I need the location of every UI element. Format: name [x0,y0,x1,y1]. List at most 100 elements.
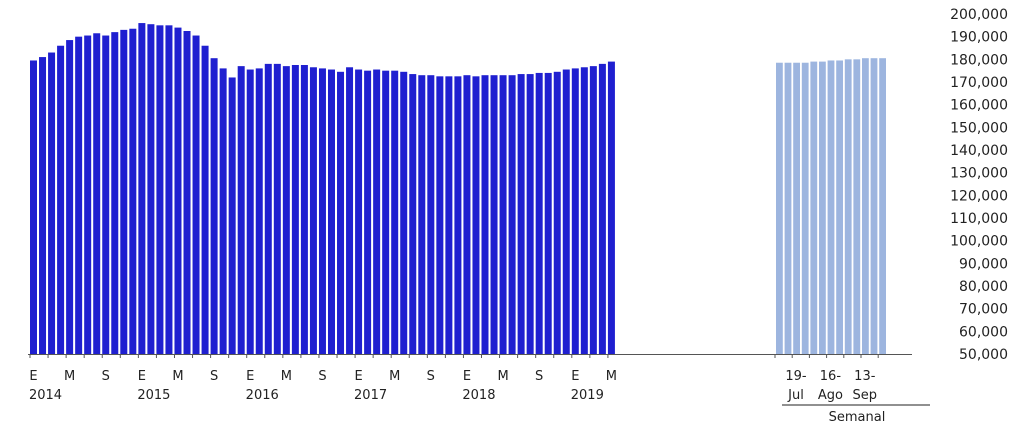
x-tick-label-year: 2014 [29,388,62,403]
bar-weekly [810,61,818,354]
bar-monthly [571,68,579,355]
bar-weekly [776,62,783,354]
bar-monthly [346,67,354,355]
y-tick-label: 160,000 [950,98,1008,114]
x-tick-label-year: 2017 [354,388,387,403]
bar-monthly [255,68,263,355]
bar-monthly [544,72,552,355]
weekly-tick-label-month: Ago [818,388,843,403]
weekly-tick-label-date: 16- [820,369,842,384]
bar-monthly [598,63,606,355]
bar-monthly [436,76,444,354]
x-tick-label-month: E [29,369,37,384]
bar-monthly [84,35,92,354]
y-tick-label: 80,000 [959,279,1008,295]
bar-weekly [801,62,809,354]
bar-weekly [827,60,835,354]
bar-monthly [102,35,110,354]
weekly-tick-label-date: 13- [854,369,876,384]
bar-monthly [454,76,462,354]
bar-monthly [57,45,65,354]
bar-monthly [409,74,417,354]
bar-monthly [580,67,588,355]
x-tick-label-month: E [246,369,254,384]
bar-monthly [445,76,453,354]
y-tick-label: 150,000 [950,120,1008,136]
weekly-tick-label-date: 19- [785,369,807,384]
bar-weekly [879,58,886,354]
x-tick-label-month: S [427,369,435,384]
y-tick-labels: 50,000 60,000 70,000 80,000 90,000 100,000 110… [950,7,1008,363]
y-tick-label: 120,000 [950,188,1008,204]
bar-monthly [337,71,345,355]
bar-monthly [219,68,227,355]
bar-monthly [75,36,83,355]
bar-monthly [273,63,281,355]
bar-monthly [535,72,543,355]
bar-monthly [589,66,597,354]
bar-monthly [364,70,372,355]
y-tick-label: 110,000 [950,211,1008,227]
bar-monthly [210,58,218,354]
x-tick-label-month: M [606,369,617,384]
y-tick-label: 140,000 [950,143,1008,159]
y-tick-label: 50,000 [959,347,1008,363]
bar-weekly [836,60,843,354]
bar-monthly [427,75,435,354]
x-axis [28,354,930,406]
x-tick-label-year: 2019 [571,388,604,403]
bar-monthly [129,28,137,354]
bar-monthly [472,76,480,354]
weekly-tick-label-month: Sep [853,388,878,403]
bar-monthly [355,69,363,354]
x-tick-label-month: E [138,369,146,384]
bar-monthly [282,66,290,354]
bar-monthly [291,65,299,354]
bar-monthly [48,52,56,354]
bar-monthly [93,33,101,355]
bar-weekly [793,62,800,354]
weekly-group-label: Semanal [829,410,886,423]
bar-monthly [228,77,236,354]
bar-monthly [165,25,173,355]
bar-monthly [201,45,209,354]
bar-monthly [400,71,408,355]
bar-monthly [147,24,155,354]
bar-monthly [463,75,471,354]
bar-weekly [870,58,878,354]
bar-monthly [526,74,534,354]
x-tick-label-month: M [64,369,75,384]
bar-monthly [156,25,164,355]
bar-monthly [382,70,390,355]
weekly-tick-label-month: Jul [787,388,804,403]
x-tick-label-month: E [571,369,579,384]
x-tick-label-year: 2018 [462,388,495,403]
bar-monthly [264,63,272,355]
bar-monthly [237,66,245,354]
bar-monthly [553,71,561,355]
bar-monthly [562,69,570,354]
bar-weekly [862,58,869,354]
bar-monthly [66,40,74,354]
bar-monthly [490,75,498,354]
bar-monthly [174,27,182,354]
bar-monthly [300,65,308,354]
x-tick-label-month: E [354,369,362,384]
y-tick-label: 180,000 [950,52,1008,68]
bar-monthly [373,69,381,354]
x-tick-label-month: M [497,369,508,384]
x-tick-label-month: E [463,369,471,384]
bar-monthly [418,75,426,354]
x-tick-label-month: S [318,369,326,384]
x-tick-label-month: M [172,369,183,384]
bar-monthly [111,32,119,354]
bar-monthly [327,69,335,354]
bar-monthly [183,31,191,354]
bar-monthly [246,69,254,354]
y-tick-label: 190,000 [950,30,1008,46]
bar-monthly [391,70,399,355]
x-tick-label-year: 2016 [246,388,279,403]
bar-monthly [39,57,47,354]
y-tick-label: 60,000 [959,324,1008,340]
